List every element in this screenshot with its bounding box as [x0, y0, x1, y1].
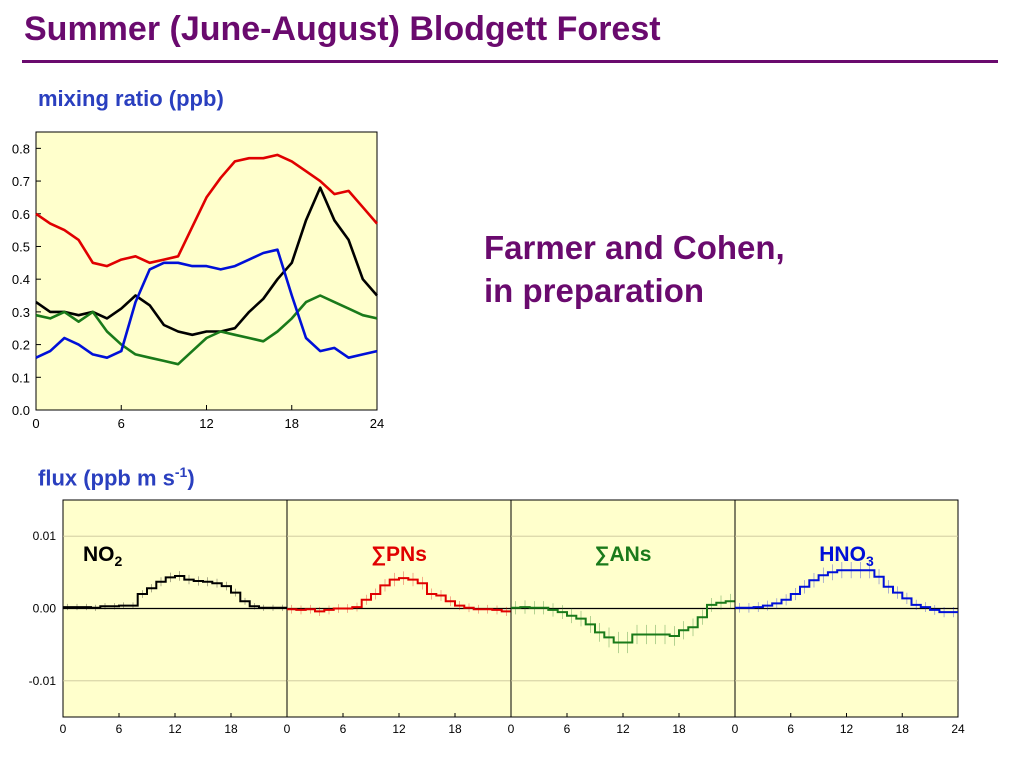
title-rule [22, 60, 998, 63]
flux-x-tick-label: 24 [951, 722, 965, 736]
flux-x-tick-label: 0 [508, 722, 515, 736]
series-line-green [35, 294, 378, 366]
flux-x-tick-label: 18 [448, 722, 462, 736]
y-tick-label: 0.8 [12, 141, 30, 156]
flux-title: flux (ppb m s-1) [38, 464, 195, 491]
flux-title-sup: -1 [174, 464, 188, 480]
flux-x-tick-label: 18 [672, 722, 686, 736]
flux-title-text: flux (ppb m s [38, 465, 175, 491]
flux-panel-1: 0 6 12 18 NO2 [60, 499, 288, 736]
flux-x-tick-label: 18 [896, 722, 910, 736]
flux-y-tick-label: -0.01 [29, 674, 57, 688]
x-tick-label: 6 [118, 416, 125, 431]
flux-x-tick-label: 6 [564, 722, 571, 736]
mixing-ratio-title: mixing ratio (ppb) [38, 86, 224, 111]
flux-panel-label-text: ∑PNs [371, 543, 427, 566]
flux-panel-label: HNO3 [819, 543, 874, 569]
flux-x-tick-label: 0 [284, 722, 291, 736]
flux-x-tick-label: 0 [732, 722, 739, 736]
flux-title-end: ) [187, 465, 195, 491]
flux-panel-3: 0 6 12 18 ∑ANs [508, 499, 736, 736]
flux-panel-2: 0 6 12 18 ∑PNs [284, 499, 512, 736]
flux-series-line [287, 577, 511, 613]
citation: Farmer and Cohen, in preparation [484, 226, 785, 312]
y-tick-label: 0.0 [12, 403, 30, 418]
y-tick-label: 0.1 [12, 370, 30, 385]
citation-line-1: Farmer and Cohen, [484, 229, 785, 266]
flux-x-tick-label: 6 [340, 722, 347, 736]
flux-panel-label: ∑ANs [595, 543, 652, 566]
flux-panel-label: NO2 [83, 543, 123, 569]
y-tick-label: 0.6 [12, 207, 30, 222]
flux-x-tick-label: 18 [224, 722, 238, 736]
flux-panel-label-text: ∑ANs [595, 543, 652, 566]
flux-x-tick-label: 6 [787, 722, 794, 736]
flux-x-tick-label: 0 [60, 722, 67, 736]
flux-panel-label-text: HNO [819, 543, 866, 566]
series-line-red [35, 153, 378, 268]
flux-series-line [63, 575, 287, 609]
x-tick-label: 0 [32, 416, 39, 431]
slide-title: Summer (June-August) Blodgett Forest [24, 10, 661, 48]
citation-line-2: in preparation [484, 272, 705, 309]
flux-x-tick-label: 12 [840, 722, 854, 736]
flux-panel-4: 0 6 12 18 24 HNO3 [732, 499, 965, 736]
flux-x-tick-label: 12 [616, 722, 630, 736]
y-tick-label: 0.7 [12, 174, 30, 189]
flux-x-tick-label: 6 [116, 722, 123, 736]
x-tick-label: 24 [370, 416, 384, 431]
flux-series-line [511, 600, 735, 644]
y-tick-label: 0.4 [12, 272, 30, 287]
x-tick-label: 12 [199, 416, 213, 431]
y-tick-label: 0.5 [12, 239, 30, 254]
flux-series-line [735, 569, 958, 614]
flux-x-tick-label: 12 [392, 722, 406, 736]
flux-y-tick-label: 0.00 [33, 602, 57, 616]
x-tick-label: 18 [285, 416, 299, 431]
mixing-plot-area [35, 131, 378, 411]
flux-x-tick-label: 12 [168, 722, 182, 736]
series-line-blue [35, 248, 378, 360]
flux-y-tick-label: 0.01 [33, 529, 57, 543]
flux-panel-label: ∑PNs [371, 543, 427, 566]
flux-panel-label-text: NO [83, 543, 115, 566]
flux-panel-label-sub: 2 [115, 553, 123, 569]
y-tick-label: 0.3 [12, 305, 30, 320]
flux-panel-label-sub: 3 [866, 553, 874, 569]
y-tick-label: 0.2 [12, 338, 30, 353]
